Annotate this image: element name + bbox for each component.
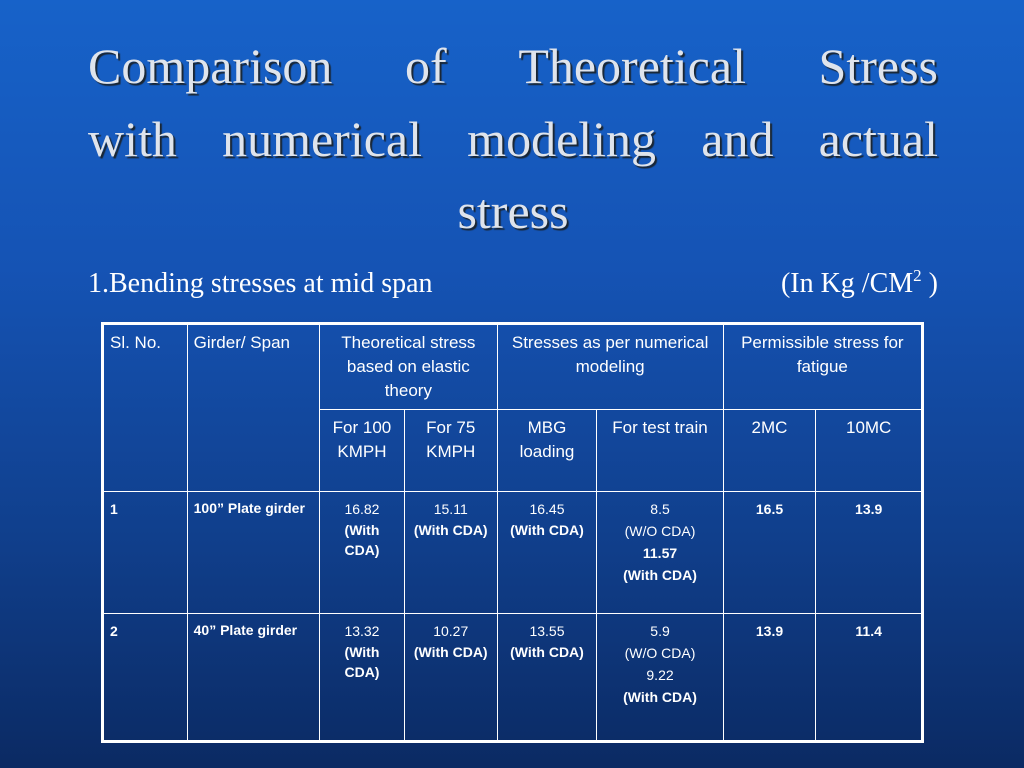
row-sl-no: 1 (102, 491, 188, 614)
header-test-train: For test train (596, 409, 724, 492)
header-mbg: MBG loading (496, 409, 598, 492)
row-for-75: 15.11 (With CDA) (403, 491, 498, 614)
row-for-100: 13.32 (With CDA) (319, 613, 405, 742)
value: 13.32 (344, 623, 380, 639)
caption-text: 1.Bending stresses at mid span (88, 268, 433, 299)
value-with-cda: 11.57 (642, 545, 678, 561)
row-mbg: 13.55 (With CDA) (496, 613, 598, 742)
row-girder: 100” Plate girder (186, 491, 321, 614)
header-row-1: Sl. No. Girder/ Span Theoretical stress … (102, 323, 924, 492)
row-test-train: 5.9 (W/O CDA) 9.22 (With CDA) (596, 613, 724, 742)
units-prefix: (In Kg /CM (780, 268, 914, 299)
row-mbg: 16.45 (With CDA) (496, 491, 598, 614)
header-for-75: For 75 KMPH (403, 409, 498, 492)
row-for-100: 16.82 (With CDA) (319, 491, 405, 614)
table-row: 1 100” Plate girder 16.82 (With CDA) 15.… (102, 491, 923, 614)
header-10mc: 10MC (815, 409, 923, 492)
value: 13.55 (529, 623, 565, 639)
value: 16.45 (529, 501, 565, 517)
header-for-100: For 100 KMPH (319, 409, 405, 492)
value-wo-cda: 5.9 (650, 623, 670, 639)
table-caption: 1.Bending stresses at mid span (In Kg /C… (88, 266, 938, 300)
note: (With CDA) (510, 522, 584, 538)
title-line-1: Comparison of Theoretical Stress (88, 38, 938, 94)
row-girder: 40” Plate girder (186, 613, 321, 742)
value-wo-cda: 8.5 (650, 501, 670, 517)
table-row: 2 40” Plate girder 13.32 (With CDA) 10.2… (102, 613, 923, 742)
note: (With CDA) (413, 522, 488, 538)
value-with-cda: 9.22 (646, 667, 674, 683)
note-wo-cda: (W/O CDA) (624, 645, 696, 661)
row-test-train: 8.5 (W/O CDA) 11.57 (With CDA) (596, 491, 724, 614)
units-suffix: ) (921, 268, 938, 299)
note: (With CDA) (510, 644, 584, 660)
header-row-2: For 100 KMPH For 75 KMPH MBG loading For… (103, 409, 923, 492)
stress-comparison-table: Sl. No. Girder/ Span Theoretical stress … (101, 322, 924, 743)
title-line-2: with numerical modeling and actual (88, 110, 938, 167)
note: (With CDA) (344, 644, 380, 680)
value: 10.27 (433, 623, 469, 639)
title-line-3: stress (457, 183, 569, 239)
row-2mc: 13.9 (722, 613, 817, 742)
slide-title: Comparison of Theoretical Stress with nu… (88, 30, 938, 248)
header-2mc: 2MC (722, 409, 817, 492)
row-10mc: 11.4 (815, 613, 923, 742)
note-with-cda: (With CDA) (623, 567, 697, 583)
header-girder-span: Girder/ Span (186, 323, 321, 492)
row-for-75: 10.27 (With CDA) (403, 613, 498, 742)
note: (With CDA) (413, 644, 488, 660)
note: (With CDA) (344, 522, 380, 558)
header-theoretical: Theoretical stress based on elastic theo… (319, 323, 498, 410)
row-sl-no: 2 (102, 613, 188, 742)
value: 16.82 (344, 501, 380, 517)
units-superscript: 2 (913, 266, 922, 285)
note-with-cda: (With CDA) (623, 689, 697, 705)
value: 15.11 (433, 501, 468, 517)
header-sl-no: Sl. No. (102, 323, 188, 492)
header-permissible: Permissible stress for fatigue (722, 323, 924, 410)
note-wo-cda: (W/O CDA) (624, 523, 696, 539)
row-2mc: 16.5 (722, 491, 817, 614)
units-label: (In Kg /CM2 ) (780, 266, 938, 300)
row-10mc: 13.9 (815, 491, 923, 614)
header-numerical: Stresses as per numerical modeling (496, 323, 724, 410)
